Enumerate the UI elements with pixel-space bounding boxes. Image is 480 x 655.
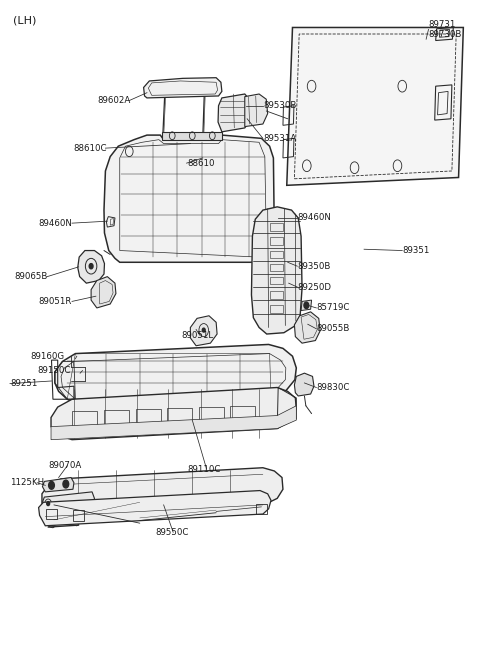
Bar <box>46 509 57 519</box>
Text: 89460N: 89460N <box>38 219 72 228</box>
Text: 89065B: 89065B <box>15 272 48 281</box>
Bar <box>270 305 283 313</box>
Bar <box>136 409 161 428</box>
Polygon shape <box>48 509 55 528</box>
Polygon shape <box>144 78 222 98</box>
Bar <box>270 238 283 246</box>
Polygon shape <box>38 491 271 526</box>
Circle shape <box>202 328 205 332</box>
Text: 89055B: 89055B <box>316 324 350 333</box>
Polygon shape <box>287 28 463 185</box>
Text: 89051L: 89051L <box>182 331 214 340</box>
Text: 89460N: 89460N <box>297 214 331 223</box>
Polygon shape <box>42 492 95 510</box>
Polygon shape <box>294 373 314 396</box>
Circle shape <box>304 302 309 309</box>
Polygon shape <box>294 312 320 343</box>
Bar <box>256 504 267 514</box>
Bar <box>270 276 283 284</box>
Polygon shape <box>51 388 296 440</box>
Polygon shape <box>245 94 268 126</box>
Bar <box>230 405 255 425</box>
Bar <box>72 411 97 430</box>
Bar <box>270 251 283 258</box>
Text: 89150C: 89150C <box>37 366 71 375</box>
Text: 89830C: 89830C <box>316 383 350 392</box>
Polygon shape <box>72 506 79 526</box>
Bar <box>73 510 84 521</box>
Bar <box>199 407 224 426</box>
Text: 89110C: 89110C <box>188 464 221 474</box>
Text: 89602A: 89602A <box>97 96 130 105</box>
Polygon shape <box>104 135 275 262</box>
Polygon shape <box>51 405 296 440</box>
Polygon shape <box>191 316 217 346</box>
Polygon shape <box>218 94 252 132</box>
Circle shape <box>89 263 93 269</box>
Text: 89550C: 89550C <box>155 528 189 537</box>
Text: 1125KH: 1125KH <box>10 478 44 487</box>
Text: 89250D: 89250D <box>297 282 331 291</box>
Bar <box>270 223 283 231</box>
Bar <box>270 291 283 299</box>
Circle shape <box>47 502 49 506</box>
Text: 89531A: 89531A <box>263 134 296 143</box>
Text: 89051R: 89051R <box>39 297 72 306</box>
Text: 89070A: 89070A <box>48 461 82 470</box>
Circle shape <box>191 140 196 147</box>
Text: (LH): (LH) <box>13 16 36 26</box>
Bar <box>104 409 129 429</box>
Text: 89731
89730B: 89731 89730B <box>429 20 462 39</box>
Circle shape <box>204 155 208 160</box>
Polygon shape <box>55 345 296 407</box>
Polygon shape <box>252 207 302 334</box>
Text: 89251: 89251 <box>10 379 37 388</box>
Polygon shape <box>301 300 312 310</box>
Circle shape <box>63 480 69 488</box>
Circle shape <box>48 481 54 489</box>
Text: 88610C: 88610C <box>73 143 107 153</box>
Polygon shape <box>91 276 116 308</box>
Text: 85719C: 85719C <box>316 303 350 312</box>
Text: 89530B: 89530B <box>263 102 296 110</box>
Text: 89350B: 89350B <box>297 262 331 271</box>
Polygon shape <box>42 477 74 492</box>
Bar <box>270 263 283 271</box>
Text: 89351: 89351 <box>402 246 430 255</box>
Bar <box>168 407 192 427</box>
Text: 89160G: 89160G <box>30 352 64 361</box>
Polygon shape <box>78 251 105 283</box>
Polygon shape <box>42 468 283 515</box>
Polygon shape <box>162 132 222 140</box>
Text: 88610: 88610 <box>188 159 215 168</box>
